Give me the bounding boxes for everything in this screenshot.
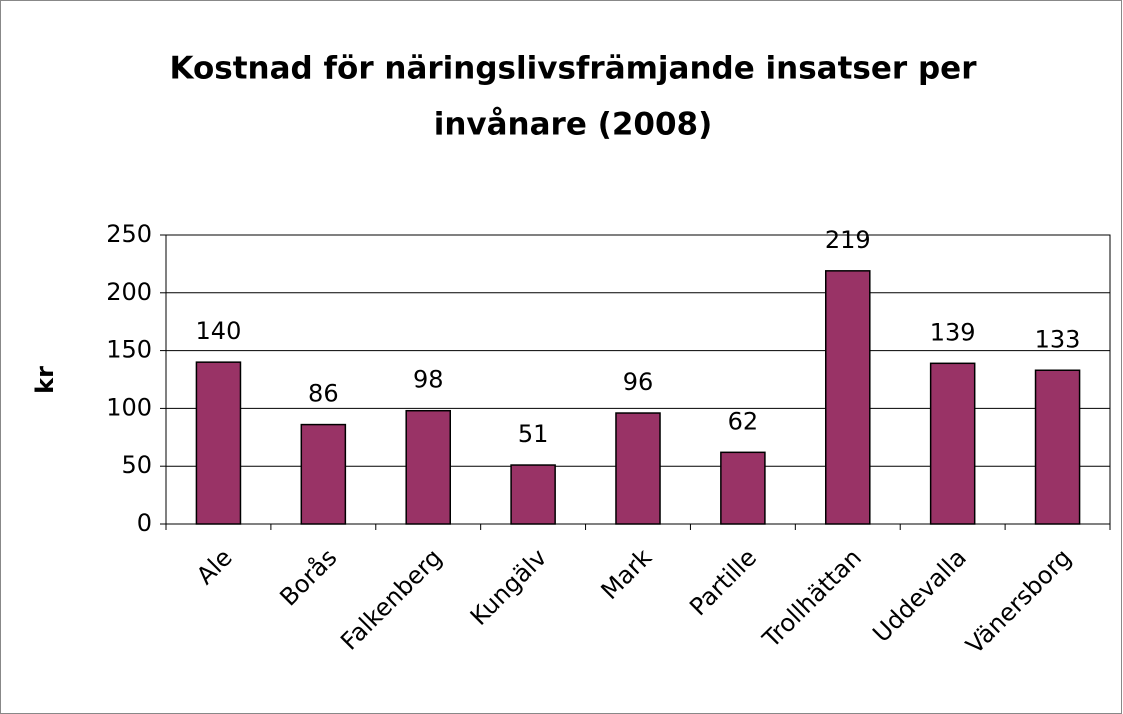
bar	[825, 270, 871, 525]
data-label: 96	[623, 368, 654, 396]
chart-title: Kostnad för näringslivsfrämjande insatse…	[170, 51, 978, 87]
bar	[510, 464, 556, 525]
chart-title: invånare (2008)	[434, 107, 713, 143]
data-label: 51	[518, 420, 549, 448]
y-tick-label: 150	[106, 336, 152, 364]
data-label: 139	[930, 318, 976, 346]
data-label: 62	[728, 407, 759, 435]
y-tick-label: 50	[121, 451, 152, 479]
y-tick-label: 0	[137, 509, 152, 537]
bar	[615, 412, 661, 525]
data-label: 140	[196, 317, 242, 345]
data-label: 86	[308, 380, 339, 408]
y-tick-label: 250	[106, 220, 152, 248]
bar	[195, 361, 242, 525]
bar	[929, 362, 976, 525]
data-label: 219	[825, 226, 871, 254]
y-tick-label: 200	[106, 278, 152, 306]
bar	[405, 409, 451, 525]
data-label: 98	[413, 366, 444, 394]
data-label: 133	[1035, 325, 1081, 353]
y-axis-title: kr	[31, 366, 59, 394]
bar	[1034, 369, 1081, 525]
bar	[720, 451, 766, 525]
y-tick-label: 100	[106, 393, 152, 421]
bar	[300, 423, 347, 525]
